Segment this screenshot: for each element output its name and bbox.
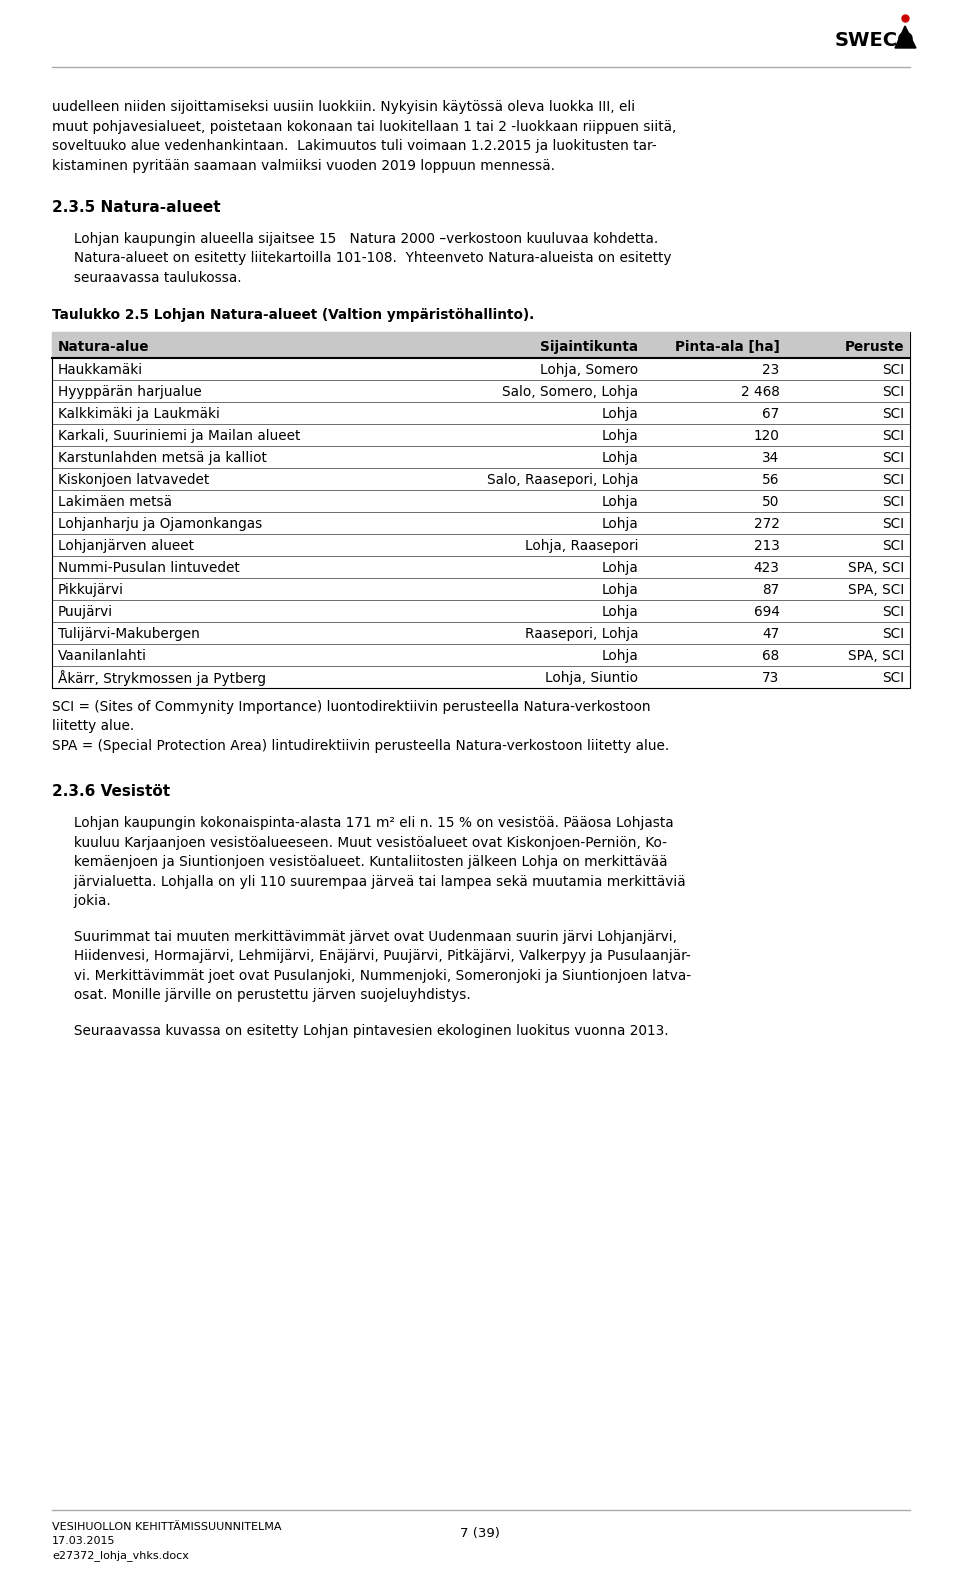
Text: Puujärvi: Puujärvi bbox=[58, 604, 113, 619]
Text: 23: 23 bbox=[762, 363, 780, 377]
Text: Lohja, Raasepori: Lohja, Raasepori bbox=[524, 538, 638, 552]
Text: Lohja, Somero: Lohja, Somero bbox=[540, 363, 638, 377]
Text: Karstunlahden metsä ja kalliot: Karstunlahden metsä ja kalliot bbox=[58, 451, 267, 466]
Text: 67: 67 bbox=[762, 407, 780, 421]
Text: SCI: SCI bbox=[882, 495, 904, 508]
Text: Seuraavassa kuvassa on esitetty Lohjan pintavesien ekologinen luokitus vuonna 20: Seuraavassa kuvassa on esitetty Lohjan p… bbox=[52, 1024, 668, 1038]
Text: seuraavassa taulukossa.: seuraavassa taulukossa. bbox=[52, 271, 242, 284]
Text: Lohja: Lohja bbox=[601, 429, 638, 443]
Text: Tulijärvi-Makubergen: Tulijärvi-Makubergen bbox=[58, 626, 200, 641]
Text: Salo, Somero, Lohja: Salo, Somero, Lohja bbox=[502, 385, 638, 399]
Text: Pikkujärvi: Pikkujärvi bbox=[58, 582, 124, 596]
Text: SCI: SCI bbox=[882, 473, 904, 486]
Text: järvialuetta. Lohjalla on yli 110 suurempaa järveä tai lampea sekä muutamia merk: järvialuetta. Lohjalla on yli 110 suurem… bbox=[52, 874, 685, 888]
Text: Suurimmat tai muuten merkittävimmät järvet ovat Uudenmaan suurin järvi Lohjanjär: Suurimmat tai muuten merkittävimmät järv… bbox=[52, 929, 677, 944]
Text: Lohja: Lohja bbox=[601, 518, 638, 530]
Text: e27372_lohja_vhks.docx: e27372_lohja_vhks.docx bbox=[52, 1550, 189, 1561]
Text: 87: 87 bbox=[762, 582, 780, 596]
Text: Natura-alue: Natura-alue bbox=[58, 339, 150, 353]
Text: Peruste: Peruste bbox=[845, 339, 904, 353]
Text: 694: 694 bbox=[754, 604, 780, 619]
Text: 2 468: 2 468 bbox=[741, 385, 780, 399]
Text: SPA, SCI: SPA, SCI bbox=[848, 560, 904, 574]
Text: SWECO: SWECO bbox=[835, 32, 915, 50]
Text: Haukkamäki: Haukkamäki bbox=[58, 363, 143, 377]
Text: SCI: SCI bbox=[882, 429, 904, 443]
Text: Salo, Raasepori, Lohja: Salo, Raasepori, Lohja bbox=[487, 473, 638, 486]
Text: 423: 423 bbox=[754, 560, 780, 574]
Text: SPA, SCI: SPA, SCI bbox=[848, 582, 904, 596]
Text: Lohjanjärven alueet: Lohjanjärven alueet bbox=[58, 538, 194, 552]
Text: jokia.: jokia. bbox=[52, 895, 110, 907]
Text: Lohja: Lohja bbox=[601, 495, 638, 508]
Text: 73: 73 bbox=[762, 671, 780, 685]
Text: SCI: SCI bbox=[882, 363, 904, 377]
Text: Raasepori, Lohja: Raasepori, Lohja bbox=[524, 626, 638, 641]
Text: kistaminen pyritään saamaan valmiiksi vuoden 2019 loppuun mennessä.: kistaminen pyritään saamaan valmiiksi vu… bbox=[52, 158, 555, 172]
Text: soveltuuko alue vedenhankintaan.  Lakimuutos tuli voimaan 1.2.2015 ja luokituste: soveltuuko alue vedenhankintaan. Lakimuu… bbox=[52, 139, 657, 153]
Text: uudelleen niiden sijoittamiseksi uusiin luokkiin. Nykyisin käytössä oleva luokka: uudelleen niiden sijoittamiseksi uusiin … bbox=[52, 99, 636, 114]
Text: osat. Monille järville on perustettu järven suojeluyhdistys.: osat. Monille järville on perustettu jär… bbox=[52, 988, 470, 1002]
Text: 17.03.2015: 17.03.2015 bbox=[52, 1535, 115, 1546]
Text: Lohjanharju ja Ojamonkangas: Lohjanharju ja Ojamonkangas bbox=[58, 518, 262, 530]
Bar bbox=[52, 331, 910, 358]
Text: Lohja: Lohja bbox=[601, 560, 638, 574]
Text: Åkärr, Strykmossen ja Pytberg: Åkärr, Strykmossen ja Pytberg bbox=[58, 669, 266, 686]
Text: 2.3.5 Natura-alueet: 2.3.5 Natura-alueet bbox=[52, 200, 221, 215]
Text: 56: 56 bbox=[762, 473, 780, 486]
Text: 213: 213 bbox=[754, 538, 780, 552]
Text: 2.3.6 Vesistöt: 2.3.6 Vesistöt bbox=[52, 784, 170, 800]
Text: Lakimäen metsä: Lakimäen metsä bbox=[58, 495, 172, 508]
Text: SCI = (Sites of Commynity Importance) luontodirektiivin perusteella Natura-verko: SCI = (Sites of Commynity Importance) lu… bbox=[52, 699, 651, 713]
Text: SPA, SCI: SPA, SCI bbox=[848, 649, 904, 663]
Text: 7 (39): 7 (39) bbox=[460, 1528, 500, 1540]
Text: Taulukko 2.5 Lohjan Natura-alueet (Valtion ympäristöhallinto).: Taulukko 2.5 Lohjan Natura-alueet (Valti… bbox=[52, 308, 535, 322]
Bar bbox=[52, 331, 910, 688]
Text: Lohjan kaupungin kokonaispinta-alasta 171 m² eli n. 15 % on vesistöä. Pääosa Loh: Lohjan kaupungin kokonaispinta-alasta 17… bbox=[52, 816, 674, 830]
Text: Lohjan kaupungin alueella sijaitsee 15   Natura 2000 –verkostoon kuuluvaa kohdet: Lohjan kaupungin alueella sijaitsee 15 N… bbox=[52, 232, 659, 246]
Text: SCI: SCI bbox=[882, 518, 904, 530]
Text: SCI: SCI bbox=[882, 604, 904, 619]
Text: 34: 34 bbox=[762, 451, 780, 466]
Text: Lohja: Lohja bbox=[601, 649, 638, 663]
Text: Karkali, Suuriniemi ja Mailan alueet: Karkali, Suuriniemi ja Mailan alueet bbox=[58, 429, 300, 443]
Text: Kiskonjoen latvavedet: Kiskonjoen latvavedet bbox=[58, 473, 209, 486]
Text: Lohja, Siuntio: Lohja, Siuntio bbox=[545, 671, 638, 685]
Text: muut pohjavesialueet, poistetaan kokonaan tai luokitellaan 1 tai 2 -luokkaan rii: muut pohjavesialueet, poistetaan kokonaa… bbox=[52, 120, 677, 134]
Text: liitetty alue.: liitetty alue. bbox=[52, 720, 134, 734]
Text: Lohja: Lohja bbox=[601, 407, 638, 421]
Text: 50: 50 bbox=[762, 495, 780, 508]
Text: SPA = (Special Protection Area) lintudirektiivin perusteella Natura-verkostoon l: SPA = (Special Protection Area) lintudir… bbox=[52, 739, 669, 753]
Text: Vaanilanlahti: Vaanilanlahti bbox=[58, 649, 147, 663]
Text: 120: 120 bbox=[754, 429, 780, 443]
Text: kuuluu Karjaanjoen vesistöalueeseen. Muut vesistöalueet ovat Kiskonjoen-Perniön,: kuuluu Karjaanjoen vesistöalueeseen. Muu… bbox=[52, 836, 667, 849]
Text: 47: 47 bbox=[762, 626, 780, 641]
Text: Sijaintikunta: Sijaintikunta bbox=[540, 339, 638, 353]
Text: Natura-alueet on esitetty liitekartoilla 101-108.  Yhteenveto Natura-alueista on: Natura-alueet on esitetty liitekartoilla… bbox=[52, 251, 671, 265]
Text: SCI: SCI bbox=[882, 385, 904, 399]
Text: kemäenjoen ja Siuntionjoen vesistöalueet. Kuntaliitosten jälkeen Lohja on merkit: kemäenjoen ja Siuntionjoen vesistöalueet… bbox=[52, 855, 667, 869]
Text: SCI: SCI bbox=[882, 671, 904, 685]
Text: SCI: SCI bbox=[882, 407, 904, 421]
Text: VESIHUOLLON KEHITTÄMISSUUNNITELMA: VESIHUOLLON KEHITTÄMISSUUNNITELMA bbox=[52, 1523, 281, 1532]
Text: SCI: SCI bbox=[882, 626, 904, 641]
Text: Hyyppärän harjualue: Hyyppärän harjualue bbox=[58, 385, 202, 399]
Text: 68: 68 bbox=[762, 649, 780, 663]
Text: Kalkkimäki ja Laukmäki: Kalkkimäki ja Laukmäki bbox=[58, 407, 220, 421]
Text: Pinta-ala [ha]: Pinta-ala [ha] bbox=[675, 339, 780, 353]
Text: Lohja: Lohja bbox=[601, 604, 638, 619]
Text: Nummi-Pusulan lintuvedet: Nummi-Pusulan lintuvedet bbox=[58, 560, 240, 574]
Text: SCI: SCI bbox=[882, 451, 904, 466]
Text: Lohja: Lohja bbox=[601, 582, 638, 596]
Text: 272: 272 bbox=[754, 518, 780, 530]
Text: Lohja: Lohja bbox=[601, 451, 638, 466]
Text: vi. Merkittävimmät joet ovat Pusulanjoki, Nummenjoki, Someronjoki ja Siuntionjoe: vi. Merkittävimmät joet ovat Pusulanjoki… bbox=[52, 969, 691, 983]
Text: SCI: SCI bbox=[882, 538, 904, 552]
Polygon shape bbox=[895, 25, 916, 47]
Text: Hiidenvesi, Hormajärvi, Lehmijärvi, Enäjärvi, Puujärvi, Pitkäjärvi, Valkerpyy ja: Hiidenvesi, Hormajärvi, Lehmijärvi, Enäj… bbox=[52, 948, 691, 963]
